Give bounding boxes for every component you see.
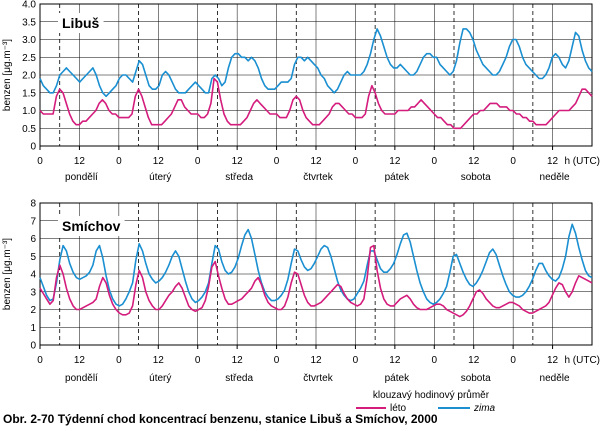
y-tick-label: 2 xyxy=(30,305,36,316)
x-tick-label: 12 xyxy=(468,355,480,366)
day-label: pátek xyxy=(385,373,410,384)
x-tick-label: 0 xyxy=(353,355,359,366)
y-tick-label: 0.5 xyxy=(22,124,36,135)
x-tick-label: 12 xyxy=(547,355,559,366)
day-label: úterý xyxy=(149,172,171,183)
x-unit-label: h (UTC) xyxy=(564,156,600,167)
panel-libus: 0 0.5 1.0 1.5 2.0 2.5 3.0 3.5 4.0 0 12 0 12 0 12 0 12 0 12… xyxy=(2,0,600,183)
y-tick-label: 7 xyxy=(30,216,36,227)
y-tick-label: 1.0 xyxy=(22,106,36,117)
x-tick-label: 0 xyxy=(510,156,516,167)
x-tick-label: 0 xyxy=(432,355,438,366)
series-line-leto xyxy=(39,77,593,130)
day-label: čtvrtek xyxy=(303,172,333,183)
x-tick-label: 12 xyxy=(547,156,559,167)
x-tick-label: 12 xyxy=(389,156,401,167)
day-label: sobota xyxy=(461,373,491,384)
y-tick-label: 1.5 xyxy=(22,88,36,99)
y-tick-label: 2.0 xyxy=(22,71,36,82)
x-tick-label: 12 xyxy=(310,156,322,167)
x-tick-label: 0 xyxy=(353,156,359,167)
day-label: neděle xyxy=(540,172,570,183)
day-label: pondělí xyxy=(65,172,98,183)
x-tick-label: 0 xyxy=(510,355,516,366)
legend-label-zima: zima xyxy=(473,403,496,414)
figure-caption: Obr. 2-70 Týdenní chod koncentrací benze… xyxy=(3,412,438,426)
day-label: středa xyxy=(225,373,253,384)
y-tick-label: 0 xyxy=(30,142,36,153)
x-tick-label: 12 xyxy=(232,156,244,167)
x-tick-label: 0 xyxy=(37,355,43,366)
x-tick-label: 12 xyxy=(232,355,244,366)
station-label-background xyxy=(58,216,125,236)
y-tick-label: 2.5 xyxy=(22,53,36,64)
y-tick-label: 3.5 xyxy=(22,17,36,28)
x-tick-label: 0 xyxy=(274,355,280,366)
station-label: Smíchov xyxy=(62,218,121,234)
x-tick-label: 0 xyxy=(116,355,122,366)
x-tick-label: 12 xyxy=(310,355,322,366)
day-label: středa xyxy=(225,172,253,183)
y-tick-label: 3.0 xyxy=(22,35,36,46)
x-tick-label: 0 xyxy=(195,355,201,366)
y-tick-label: 5 xyxy=(30,252,36,263)
y-tick-label: 4 xyxy=(30,270,36,281)
station-label-background xyxy=(58,13,104,33)
x-tick-label: 0 xyxy=(432,156,438,167)
legend-label-leto: léto xyxy=(390,403,407,414)
x-tick-label: 0 xyxy=(116,156,122,167)
x-tick-label: 0 xyxy=(195,156,201,167)
x-tick-label: 12 xyxy=(389,355,401,366)
day-label: pondělí xyxy=(65,373,98,384)
y-tick-label: 6 xyxy=(30,234,36,245)
day-label: čtvrtek xyxy=(303,373,333,384)
y-tick-label: 8 xyxy=(30,199,36,210)
y-tick-label: 1 xyxy=(30,323,36,334)
day-label: pátek xyxy=(385,172,410,183)
station-label: Libuš xyxy=(62,15,100,31)
series-line-zima xyxy=(39,28,593,98)
x-unit-label: h (UTC) xyxy=(564,355,600,366)
series-line-zima xyxy=(39,223,593,307)
y-tick-label: 0 xyxy=(30,341,36,352)
y-axis-label: benzen [μg.m⁻³] xyxy=(2,238,13,310)
day-label: sobota xyxy=(461,172,491,183)
y-axis-label: benzen [μg.m⁻³] xyxy=(2,39,13,111)
x-tick-label: 0 xyxy=(274,156,280,167)
x-tick-label: 12 xyxy=(74,355,86,366)
x-tick-label: 12 xyxy=(74,156,86,167)
day-label: úterý xyxy=(149,373,171,384)
x-tick-label: 12 xyxy=(153,156,165,167)
y-tick-label: 3 xyxy=(30,287,36,298)
legend-title: klouzavý hodinový průměr xyxy=(373,389,490,401)
y-tick-label: 4.0 xyxy=(22,0,36,11)
x-tick-label: 12 xyxy=(153,355,165,366)
series-line-leto xyxy=(39,244,593,318)
x-tick-label: 0 xyxy=(37,156,43,167)
legend: klouzavý hodinový průměr léto zima xyxy=(356,389,496,414)
x-tick-label: 12 xyxy=(468,156,480,167)
day-label: neděle xyxy=(540,373,570,384)
